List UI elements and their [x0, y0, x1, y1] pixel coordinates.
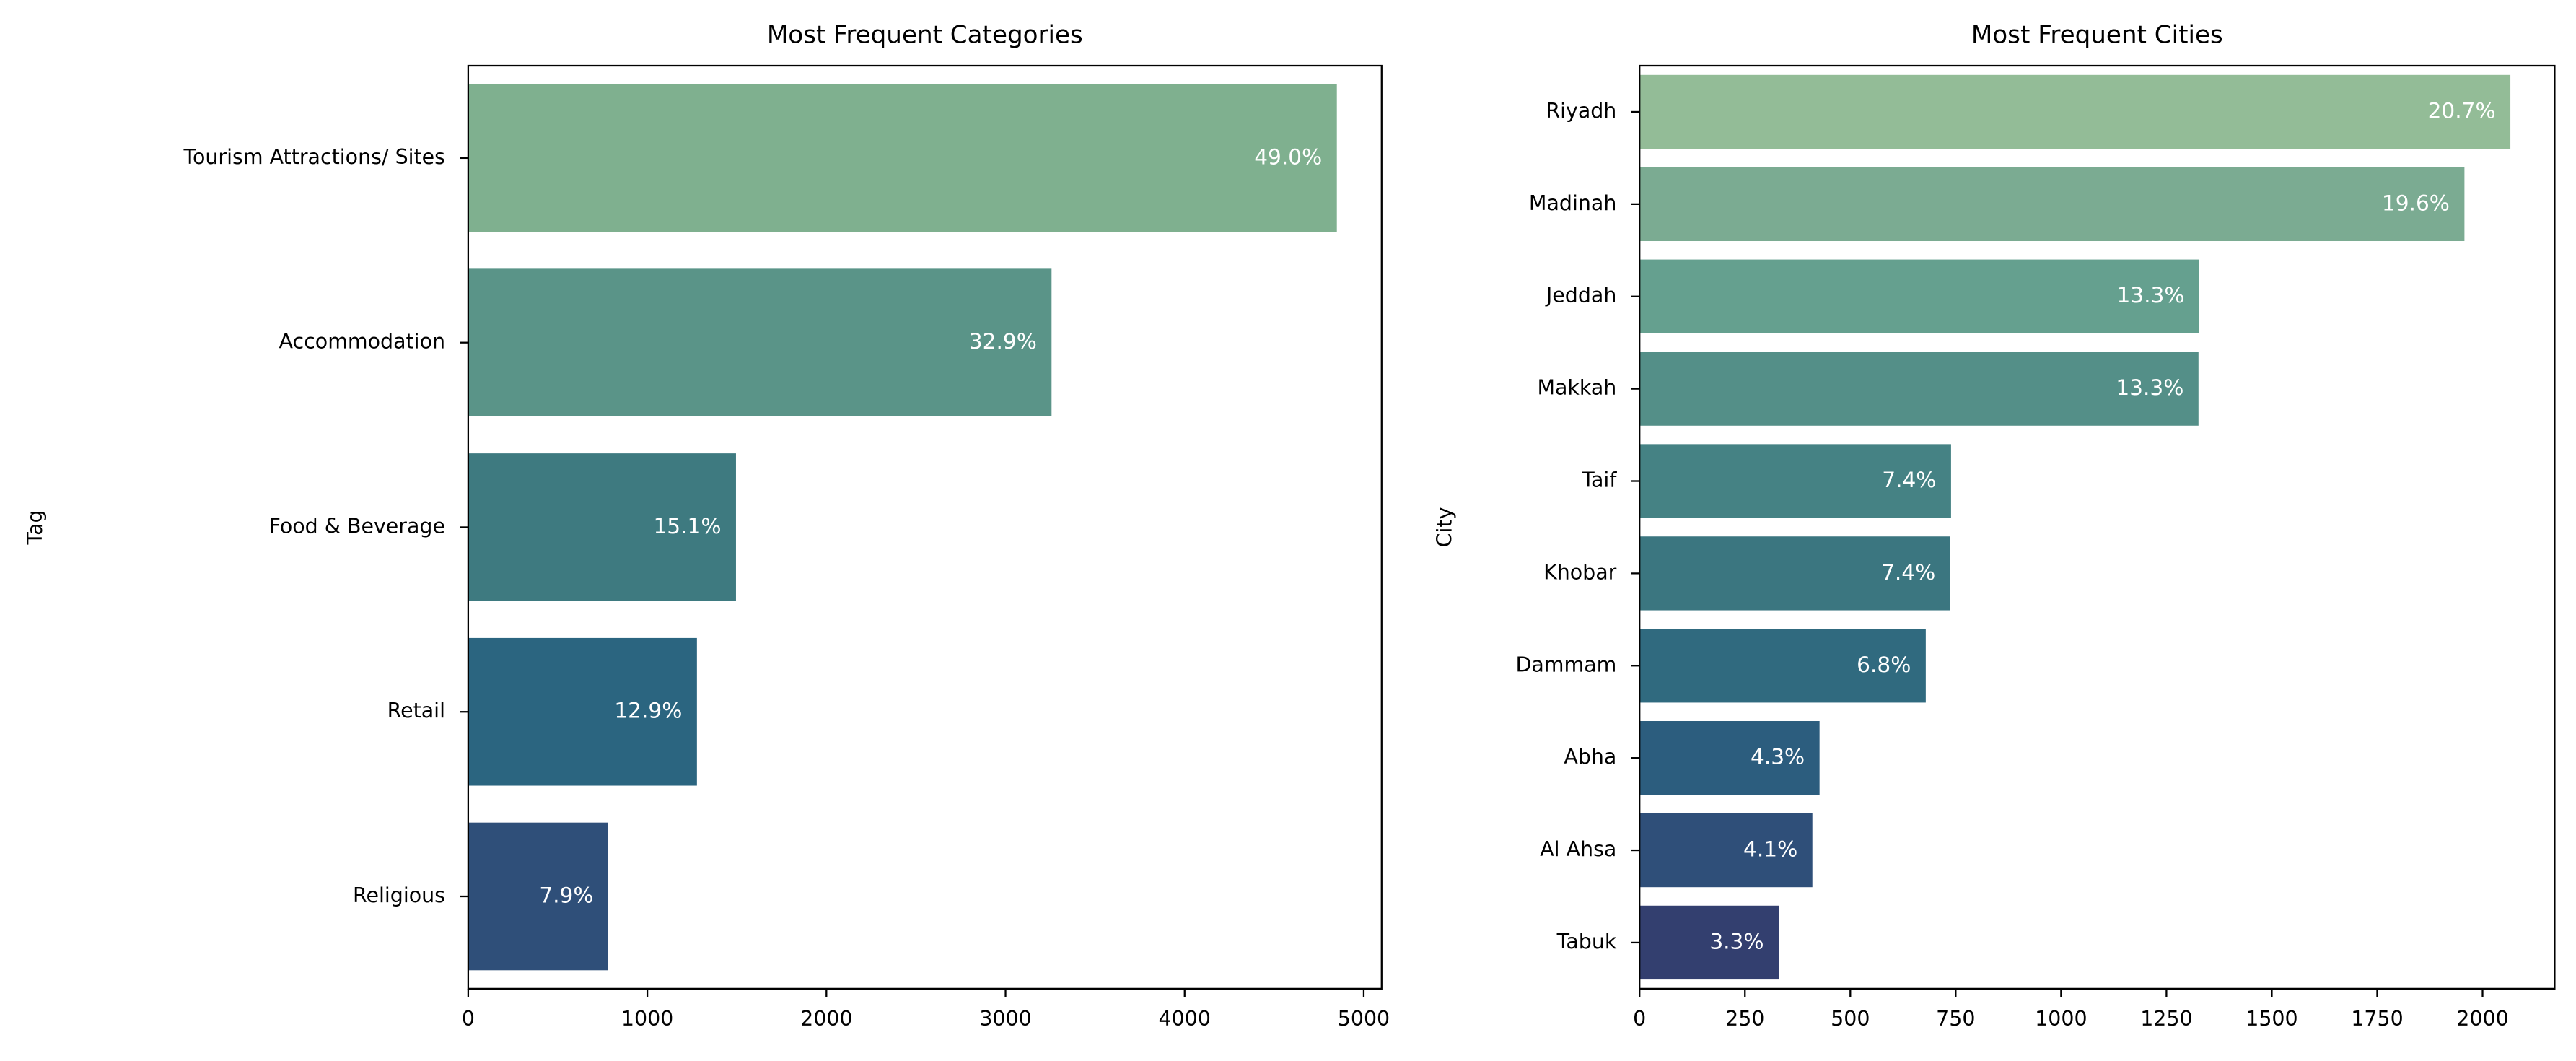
y-tick-label: Dammam — [1515, 652, 1616, 676]
y-tick-label: Madinah — [1529, 191, 1616, 215]
bar-label: 13.3% — [2116, 375, 2183, 400]
y-tick-label: Khobar — [1543, 560, 1617, 584]
y-tick-label: Jeddah — [1545, 284, 1616, 307]
bar — [1639, 74, 2511, 149]
x-tick-label: 1250 — [2140, 1007, 2192, 1031]
x-tick-label: 5000 — [1338, 1007, 1390, 1031]
bar — [1639, 905, 1779, 980]
y-tick-label: Makkah — [1537, 376, 1616, 400]
bar-label: 19.6% — [2382, 191, 2450, 215]
bar-label: 4.3% — [1751, 745, 1805, 769]
axes-frame — [1639, 64, 2556, 990]
bar-label: 32.9% — [969, 329, 1037, 354]
bar — [1639, 536, 1950, 611]
bar-label: 7.9% — [539, 883, 593, 907]
x-tick-label: 750 — [1936, 1007, 1975, 1031]
bar-label: 13.3% — [2116, 283, 2184, 307]
bar-label: 15.1% — [653, 514, 721, 538]
bar — [1639, 167, 2465, 242]
bar-label: 4.1% — [1743, 837, 1797, 862]
x-tick-label: 1750 — [2351, 1007, 2403, 1031]
x-tick-label: 1000 — [2035, 1007, 2087, 1031]
bar-label: 49.0% — [1254, 144, 1322, 169]
bar — [468, 84, 1337, 232]
y-tick-label: Tabuk — [1556, 930, 1617, 953]
bar — [468, 822, 608, 971]
chart-title: Most Frequent Categories — [767, 21, 1083, 50]
bar-label: 7.4% — [1881, 560, 1935, 585]
y-tick-label: Taif — [1581, 468, 1617, 492]
x-tick-label: 1500 — [2246, 1007, 2297, 1031]
bar-label: 3.3% — [1709, 929, 1764, 953]
bar — [1639, 259, 2199, 333]
bar — [1639, 813, 1813, 888]
y-tick-label: Religious — [353, 883, 445, 907]
x-tick-label: 250 — [1725, 1007, 1764, 1031]
y-tick-label: Riyadh — [1546, 99, 1616, 123]
bar-label: 7.4% — [1882, 468, 1936, 492]
y-tick-label: Accommodation — [279, 330, 445, 354]
axes-frame — [467, 64, 1383, 990]
x-tick-label: 3000 — [979, 1007, 1031, 1031]
x-tick-label: 0 — [1633, 1007, 1646, 1031]
bar — [1639, 444, 1951, 518]
y-tick-label: Al Ahsa — [1540, 837, 1616, 861]
x-tick-label: 2000 — [2456, 1007, 2508, 1031]
bar — [1639, 629, 1926, 703]
y-tick-label: Retail — [387, 699, 445, 722]
bar-label: 6.8% — [1857, 652, 1911, 677]
x-tick-label: 0 — [462, 1007, 475, 1031]
y-tick-label: Tourism Attractions/ Sites — [183, 145, 445, 169]
y-axis-title: Tag — [23, 510, 47, 545]
bar — [1639, 352, 2199, 426]
y-axis-title: City — [1433, 507, 1457, 548]
x-tick-label: 500 — [1831, 1007, 1870, 1031]
bar — [468, 268, 1052, 416]
bar-label: 12.9% — [614, 699, 682, 723]
x-tick-label: 4000 — [1159, 1007, 1211, 1031]
y-tick-label: Abha — [1564, 745, 1616, 769]
bar — [468, 637, 697, 786]
x-tick-label: 1000 — [621, 1007, 673, 1031]
bar — [468, 453, 736, 601]
bar-label: 20.7% — [2428, 98, 2496, 123]
y-tick-label: Food & Beverage — [268, 514, 445, 538]
chart-title: Most Frequent Cities — [1971, 21, 2223, 50]
x-tick-label: 2000 — [800, 1007, 852, 1031]
bar — [1639, 721, 1820, 795]
